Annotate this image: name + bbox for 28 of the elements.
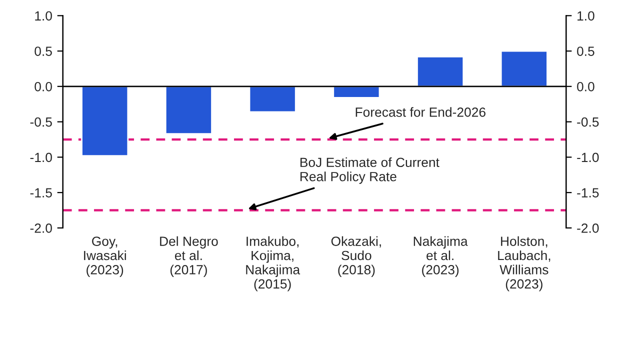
- x-tick-label: Holston, Laubach, Williams (2023): [498, 236, 550, 292]
- ref-line-label: Forecast for End-2026: [356, 107, 486, 117]
- ref-line-label: BoJ Estimate of Current Real Policy Rate: [300, 157, 440, 184]
- bar: [332, 86, 380, 98]
- bar: [500, 50, 548, 88]
- y2-tick-label: -0.5: [577, 117, 599, 127]
- bar: [248, 86, 296, 113]
- y2-tick-label: -1.0: [577, 152, 599, 162]
- y-tick-label: -2.0: [30, 224, 52, 233]
- y-tick-label: 1.0: [35, 11, 52, 21]
- x-tick-label: Nakajima et al. (2023): [414, 236, 468, 277]
- x-tick-label: Imakubo, Kojima, Nakajima (2015): [246, 236, 300, 292]
- bar: [416, 56, 464, 88]
- y2-tick-label: 0.5: [577, 46, 594, 56]
- bar: [164, 86, 212, 135]
- y-tick-label: -1.5: [30, 188, 52, 198]
- y-tick-label: -1.0: [30, 152, 52, 162]
- y2-tick-label: 0.0: [577, 82, 594, 92]
- y-tick-label: 0.0: [34, 82, 52, 92]
- y-tick-label: 0.5: [34, 46, 52, 56]
- x-tick-label: Del Negro et al. (2017): [160, 236, 218, 277]
- bar: [81, 86, 129, 156]
- y2-tick-label: -2.0: [577, 224, 599, 233]
- x-tick-label: Okazaki, Sudo (2018): [331, 236, 381, 277]
- x-tick-label: Goy, Iwasaki (2023): [84, 236, 126, 277]
- y2-tick-label: 1.0: [578, 11, 594, 21]
- y2-tick-label: -1.5: [577, 188, 599, 198]
- y-tick-label: -0.5: [30, 117, 52, 127]
